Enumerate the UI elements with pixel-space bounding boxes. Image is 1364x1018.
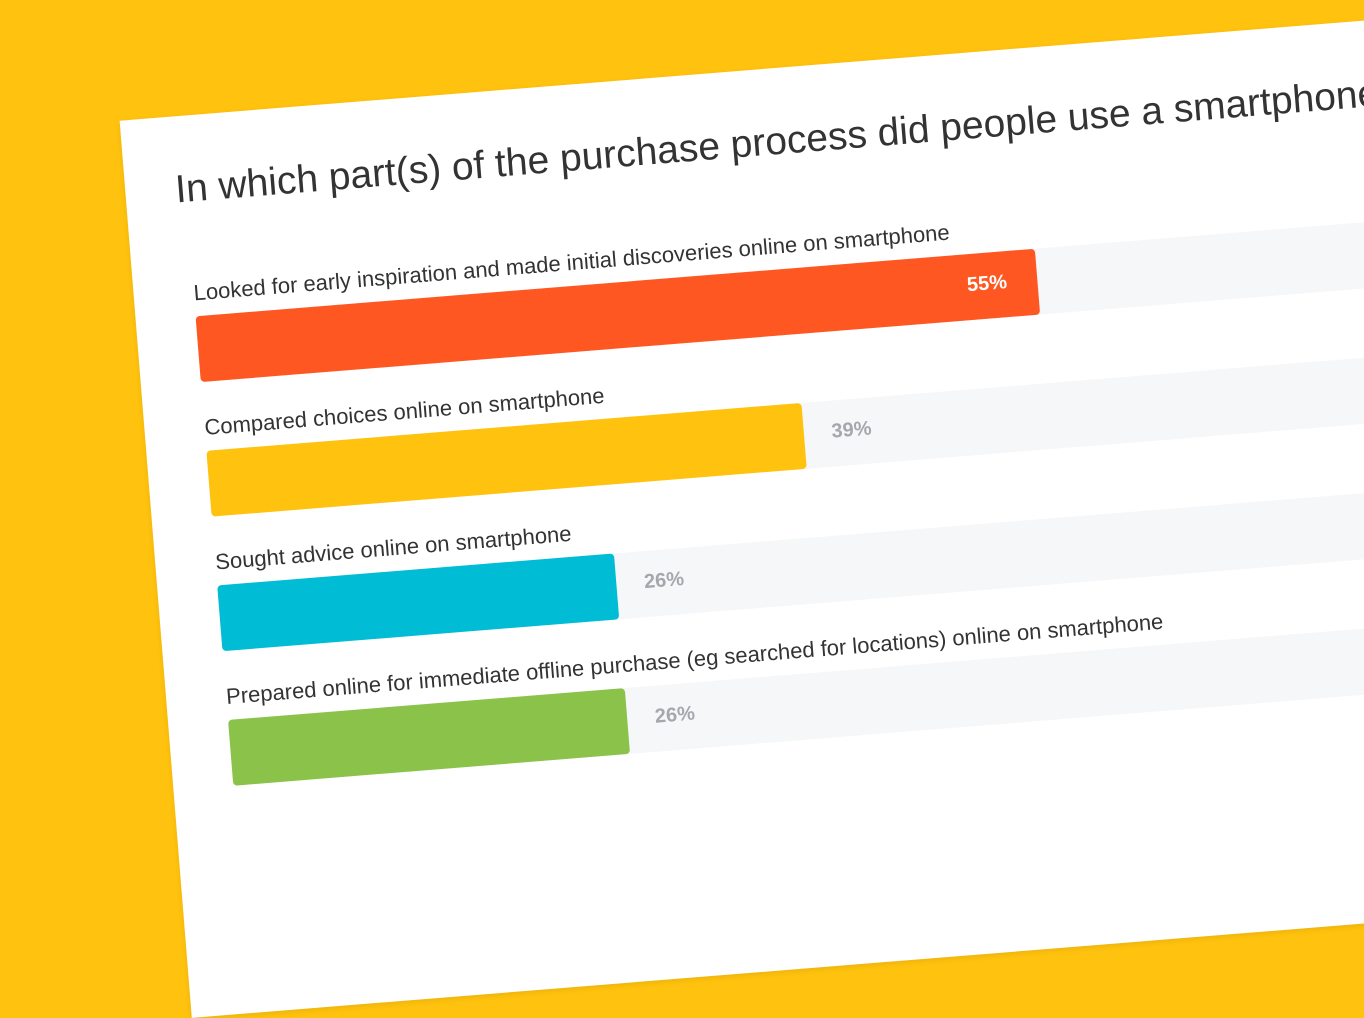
chart-card: In which part(s) of the purchase process…	[119, 0, 1364, 1018]
bar-value-label: 26%	[654, 702, 696, 728]
bar-value-label: 55%	[966, 271, 1008, 297]
bar-value-label: 39%	[830, 417, 873, 443]
bar-value-label: 26%	[643, 567, 685, 594]
chart-title: In which part(s) of the purchase process…	[173, 69, 1364, 212]
